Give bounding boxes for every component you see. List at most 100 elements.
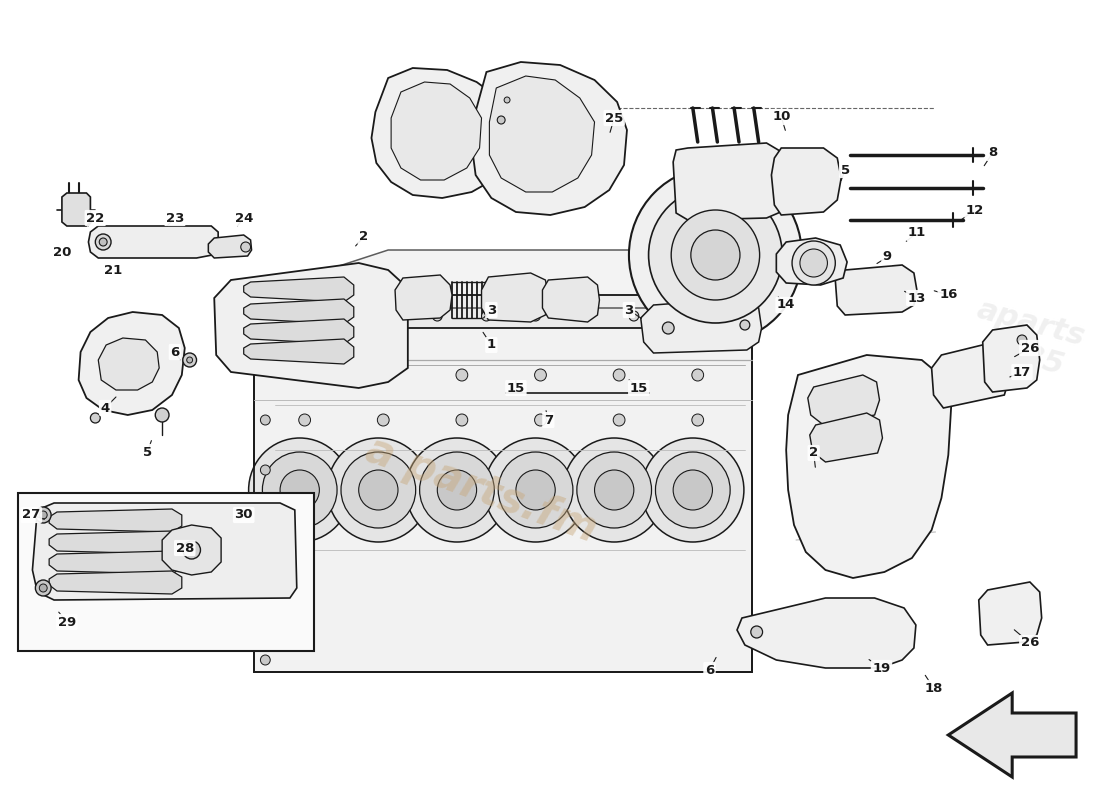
Text: 11: 11	[908, 226, 926, 239]
Circle shape	[740, 320, 750, 330]
Text: 10: 10	[772, 110, 791, 123]
Polygon shape	[50, 509, 182, 532]
Text: 15: 15	[629, 382, 648, 394]
Circle shape	[594, 470, 634, 510]
Polygon shape	[50, 531, 182, 554]
Text: 23: 23	[166, 211, 184, 225]
Polygon shape	[542, 277, 600, 322]
Polygon shape	[208, 235, 252, 258]
Circle shape	[792, 241, 835, 285]
Text: 8: 8	[988, 146, 998, 159]
Circle shape	[406, 438, 508, 542]
Polygon shape	[50, 571, 182, 594]
Circle shape	[692, 414, 704, 426]
Polygon shape	[982, 325, 1040, 392]
Text: 3: 3	[625, 303, 634, 317]
Text: 2: 2	[359, 230, 369, 243]
Text: 12: 12	[966, 203, 984, 217]
Polygon shape	[737, 598, 916, 668]
Text: 15: 15	[507, 382, 525, 394]
Text: 5: 5	[840, 163, 849, 177]
Circle shape	[438, 470, 476, 510]
Circle shape	[341, 452, 416, 528]
Polygon shape	[214, 263, 408, 388]
Circle shape	[261, 315, 271, 325]
Circle shape	[629, 167, 802, 343]
Text: 5: 5	[143, 446, 152, 458]
Circle shape	[419, 452, 494, 528]
Circle shape	[678, 311, 688, 321]
Text: 19: 19	[872, 662, 891, 674]
Circle shape	[800, 249, 827, 277]
Circle shape	[613, 369, 625, 381]
Circle shape	[504, 97, 510, 103]
Polygon shape	[979, 582, 1042, 645]
Polygon shape	[244, 277, 354, 302]
Circle shape	[155, 408, 169, 422]
Circle shape	[482, 311, 492, 321]
Circle shape	[535, 414, 547, 426]
Text: aparts
1985: aparts 1985	[966, 295, 1089, 385]
Circle shape	[535, 369, 547, 381]
Circle shape	[299, 369, 310, 381]
Circle shape	[383, 311, 393, 321]
Circle shape	[327, 438, 429, 542]
Circle shape	[516, 470, 556, 510]
Circle shape	[563, 438, 666, 542]
Circle shape	[290, 311, 299, 321]
Circle shape	[35, 580, 51, 596]
Text: 6: 6	[170, 346, 179, 358]
Circle shape	[377, 369, 389, 381]
Circle shape	[673, 470, 713, 510]
Circle shape	[261, 515, 271, 525]
Circle shape	[576, 452, 651, 528]
Circle shape	[723, 311, 733, 321]
Polygon shape	[835, 265, 917, 315]
Circle shape	[751, 626, 762, 638]
Polygon shape	[786, 355, 952, 578]
Circle shape	[40, 511, 47, 519]
Text: 25: 25	[605, 111, 624, 125]
Text: 9: 9	[883, 250, 892, 263]
Circle shape	[580, 311, 590, 321]
Polygon shape	[490, 76, 594, 192]
Text: 7: 7	[543, 414, 553, 426]
Text: 13: 13	[908, 291, 926, 305]
Circle shape	[691, 230, 740, 280]
Circle shape	[662, 322, 674, 334]
Circle shape	[261, 415, 271, 425]
Text: 28: 28	[176, 542, 194, 554]
Polygon shape	[32, 503, 297, 600]
Text: 20: 20	[53, 246, 72, 258]
Polygon shape	[777, 238, 847, 285]
Circle shape	[530, 311, 540, 321]
Text: 22: 22	[86, 211, 104, 225]
Text: 26: 26	[1021, 637, 1040, 650]
Circle shape	[359, 470, 398, 510]
Circle shape	[299, 414, 310, 426]
Polygon shape	[810, 413, 882, 462]
Circle shape	[497, 116, 505, 124]
Polygon shape	[244, 319, 354, 344]
Polygon shape	[50, 551, 182, 574]
FancyBboxPatch shape	[18, 493, 315, 651]
Circle shape	[498, 452, 573, 528]
Text: 29: 29	[57, 615, 76, 629]
Polygon shape	[673, 143, 784, 220]
Polygon shape	[482, 273, 548, 322]
Circle shape	[35, 507, 51, 523]
Text: 1: 1	[487, 338, 496, 351]
Text: 24: 24	[234, 211, 253, 225]
Polygon shape	[78, 312, 185, 415]
Text: 21: 21	[103, 263, 122, 277]
Text: 27: 27	[22, 509, 41, 522]
Circle shape	[456, 414, 468, 426]
Text: 14: 14	[777, 298, 795, 311]
Circle shape	[456, 369, 468, 381]
Text: 4: 4	[100, 402, 110, 414]
Text: 2: 2	[810, 446, 818, 459]
Circle shape	[40, 584, 47, 592]
Circle shape	[241, 242, 251, 252]
Polygon shape	[253, 308, 751, 672]
Polygon shape	[948, 693, 1076, 777]
